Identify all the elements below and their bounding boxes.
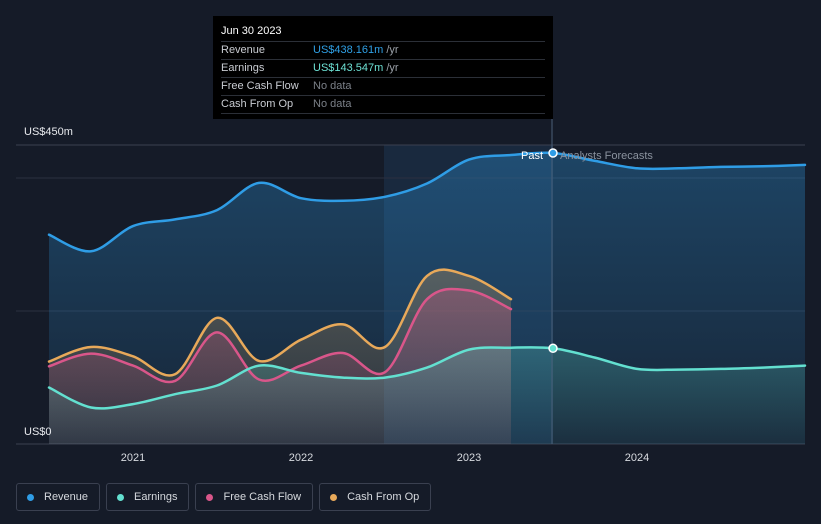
y-axis-bottom-label: US$0	[24, 426, 52, 438]
legend-label: Revenue	[44, 491, 89, 503]
legend-item-revenue[interactable]: Revenue	[16, 483, 101, 511]
series-area-earnings	[49, 347, 805, 444]
series-line-cash-from-op	[47, 268, 513, 377]
legend-label: Free Cash Flow	[223, 491, 302, 503]
y-axis-top-label: US$450m	[24, 126, 73, 138]
legend-label: Earnings	[134, 491, 178, 503]
legend-dot-icon	[206, 493, 214, 501]
past-label: Past	[521, 150, 544, 162]
tooltip-row-fcf: Free Cash Flow No data	[221, 77, 545, 95]
tooltip-label: Earnings	[221, 62, 265, 74]
tooltip-row-revenue: Revenue US$438.161m /yr	[221, 41, 545, 59]
tooltip-label: Cash From Op	[221, 98, 294, 110]
legend-item-earnings[interactable]: Earnings	[106, 483, 190, 511]
tooltip-row-cfo: Cash From Op No data	[221, 95, 545, 114]
forecast-label: Analysts Forecasts	[560, 150, 653, 162]
tooltip-label: Revenue	[221, 44, 266, 56]
tooltip-value: US$143.547m	[313, 62, 384, 74]
legend-label: Cash From Op	[347, 491, 420, 503]
x-tick-label: 2023	[456, 452, 482, 464]
legend-dot-icon	[117, 493, 125, 501]
series-line-free-cash-flow	[47, 287, 513, 384]
x-tick-label: 2022	[288, 452, 314, 464]
legend-dot-icon	[27, 493, 34, 501]
legend: Revenue Earnings Free Cash Flow Cash Fro…	[16, 483, 432, 511]
legend-dot-icon	[330, 493, 338, 501]
tooltip-unit: /yr	[386, 62, 399, 74]
tooltip: Jun 30 2023 Revenue US$438.161m /yr Earn…	[213, 16, 553, 119]
tooltip-label: Free Cash Flow	[221, 80, 299, 92]
tooltip-value: No data	[313, 80, 352, 92]
x-tick-label: 2024	[624, 452, 650, 464]
tooltip-row-earnings: Earnings US$143.547m /yr	[221, 59, 545, 77]
tooltip-value: No data	[313, 98, 352, 110]
series-line-earnings	[47, 346, 807, 410]
highlight-point-earnings	[548, 343, 558, 354]
tooltip-date: Jun 30 2023	[221, 25, 282, 37]
legend-item-cash-from-op[interactable]: Cash From Op	[319, 483, 432, 511]
tooltip-value: US$438.161m	[313, 44, 384, 56]
series-line-revenue	[47, 151, 807, 253]
tooltip-unit: /yr	[386, 44, 399, 56]
highlight-point-revenue	[548, 148, 558, 158]
x-tick-label: 2021	[120, 452, 146, 464]
legend-item-free-cash-flow[interactable]: Free Cash Flow	[195, 483, 314, 511]
